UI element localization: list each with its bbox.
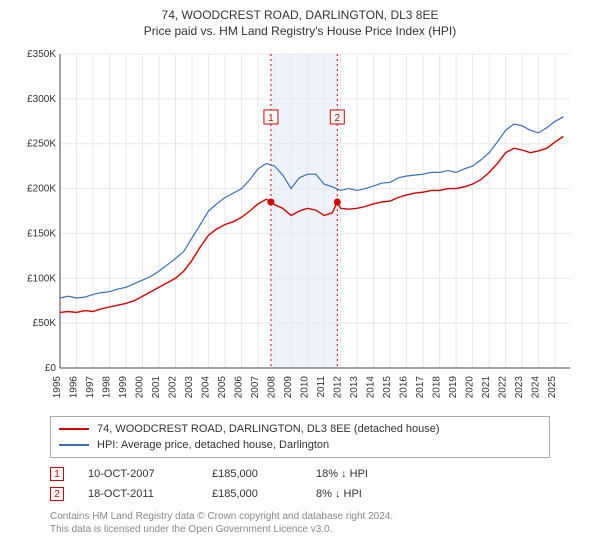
- legend-label: HPI: Average price, detached house, Darl…: [97, 439, 329, 451]
- svg-text:2010: 2010: [300, 376, 311, 399]
- svg-text:2019: 2019: [448, 376, 459, 399]
- chart-title: 74, WOODCREST ROAD, DARLINGTON, DL3 8EE: [0, 8, 600, 22]
- svg-text:1999: 1999: [118, 376, 129, 399]
- events-table: 1 10-OCT-2007 £185,000 18% ↓ HPI 2 18-OCT-201…: [50, 464, 550, 504]
- footer-attribution: Contains HM Land Registry data © Crown c…: [50, 510, 550, 536]
- footer-line-1: Contains HM Land Registry data © Crown c…: [50, 510, 550, 523]
- line-chart: £0 £50K £100K £150K £200K £250K £300K £350K 1995…: [20, 48, 580, 408]
- chart-container: £0 £50K £100K £150K £200K £250K £300K £350K 1995…: [20, 48, 580, 408]
- svg-text:1997: 1997: [85, 376, 96, 399]
- svg-text:2018: 2018: [432, 376, 443, 399]
- chart-subtitle: Price paid vs. HM Land Registry's House …: [0, 24, 600, 38]
- event-price: £185,000: [212, 468, 292, 480]
- legend-swatch: [59, 428, 89, 430]
- event-marker: 2: [50, 487, 64, 501]
- svg-text:2015: 2015: [382, 376, 393, 399]
- svg-text:2: 2: [335, 113, 341, 124]
- svg-text:2007: 2007: [250, 376, 261, 399]
- event-date: 10-OCT-2007: [88, 468, 188, 480]
- svg-text:2006: 2006: [234, 376, 245, 399]
- legend-row: HPI: Average price, detached house, Darl…: [59, 437, 541, 453]
- svg-text:£200K: £200K: [27, 184, 56, 195]
- svg-text:2014: 2014: [366, 376, 377, 399]
- svg-text:1998: 1998: [102, 376, 113, 399]
- svg-text:2016: 2016: [399, 376, 410, 399]
- svg-text:2002: 2002: [168, 376, 179, 399]
- svg-text:£100K: £100K: [27, 273, 56, 284]
- event-price: £185,000: [212, 488, 292, 500]
- svg-text:£150K: £150K: [27, 228, 56, 239]
- svg-text:2008: 2008: [267, 376, 278, 399]
- svg-text:1995: 1995: [52, 376, 63, 399]
- event-row: 2 18-OCT-2011 £185,000 8% ↓ HPI: [50, 484, 550, 504]
- svg-text:£250K: £250K: [27, 139, 56, 150]
- svg-text:2021: 2021: [481, 376, 492, 399]
- footer-line-2: This data is licensed under the Open Gov…: [50, 523, 550, 536]
- svg-text:2009: 2009: [283, 376, 294, 399]
- svg-text:2022: 2022: [498, 376, 509, 399]
- svg-text:2004: 2004: [201, 376, 212, 399]
- svg-text:£300K: £300K: [27, 94, 56, 105]
- legend: 74, WOODCREST ROAD, DARLINGTON, DL3 8EE …: [50, 416, 550, 458]
- svg-text:2024: 2024: [531, 376, 542, 399]
- svg-text:2001: 2001: [151, 376, 162, 399]
- svg-text:2025: 2025: [547, 376, 558, 399]
- legend-row: 74, WOODCREST ROAD, DARLINGTON, DL3 8EE …: [59, 421, 541, 437]
- legend-label: 74, WOODCREST ROAD, DARLINGTON, DL3 8EE …: [97, 423, 440, 435]
- svg-text:£0: £0: [45, 363, 57, 374]
- event-date: 18-OCT-2011: [88, 488, 188, 500]
- svg-text:2012: 2012: [333, 376, 344, 399]
- svg-text:2023: 2023: [514, 376, 525, 399]
- svg-text:1: 1: [268, 113, 274, 124]
- event-row: 1 10-OCT-2007 £185,000 18% ↓ HPI: [50, 464, 550, 484]
- svg-text:2003: 2003: [184, 376, 195, 399]
- svg-text:£50K: £50K: [33, 318, 57, 329]
- svg-text:2000: 2000: [135, 376, 146, 399]
- svg-text:2013: 2013: [349, 376, 360, 399]
- svg-text:1996: 1996: [69, 376, 80, 399]
- svg-text:£350K: £350K: [27, 49, 56, 60]
- event-diff: 18% ↓ HPI: [316, 468, 550, 480]
- legend-swatch: [59, 444, 89, 446]
- chart-header: 74, WOODCREST ROAD, DARLINGTON, DL3 8EE …: [0, 0, 600, 40]
- svg-text:2017: 2017: [415, 376, 426, 399]
- event-diff: 8% ↓ HPI: [316, 488, 550, 500]
- event-marker: 1: [50, 467, 64, 481]
- svg-text:2005: 2005: [217, 376, 228, 399]
- svg-text:2011: 2011: [316, 376, 327, 398]
- svg-text:2020: 2020: [465, 376, 476, 399]
